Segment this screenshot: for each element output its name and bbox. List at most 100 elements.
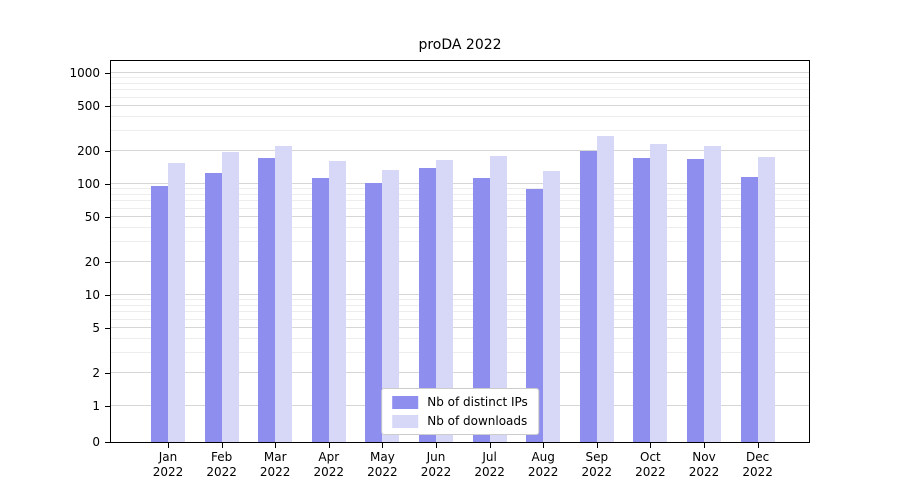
bar-downloads-nov	[704, 146, 721, 442]
bar-downloads-jul	[489, 155, 507, 442]
x-tick-year: 2022	[688, 465, 720, 479]
x-tick-year: 2022	[206, 465, 237, 479]
x-tick-month: Nov	[692, 450, 716, 464]
x-tick-month: Mar	[263, 450, 287, 464]
gridline-major	[111, 294, 809, 295]
x-tick-mark	[221, 443, 223, 448]
bar-downloads-may	[382, 169, 400, 442]
bar-distinct-ips-jul	[472, 178, 490, 442]
x-tick-label: Sep 2022	[567, 450, 627, 480]
gridline-minor	[111, 193, 809, 195]
x-tick-label: Mar 2022	[245, 450, 305, 480]
y-tick-mark	[105, 442, 110, 443]
gridline-minor	[111, 207, 809, 209]
y-tick-mark	[105, 106, 110, 108]
x-tick-month: Feb	[210, 450, 233, 464]
bar-distinct-ips-nov	[687, 159, 704, 442]
gridline-major	[111, 183, 809, 184]
x-tick-mark	[596, 443, 598, 448]
y-tick-mark	[105, 406, 110, 407]
gridline-minor	[111, 241, 809, 243]
bar-distinct-ips-apr	[311, 178, 329, 442]
y-tick-mark	[105, 372, 110, 374]
gridline-major	[111, 105, 809, 107]
legend-item-distinct-ips: Nb of distinct IPs	[392, 395, 528, 409]
y-tick-mark	[105, 73, 110, 74]
gridline-minor	[111, 227, 809, 229]
x-tick-year: 2022	[152, 465, 184, 479]
x-tick-label: Jun 2022	[406, 450, 466, 480]
y-tick-label: 500	[77, 99, 100, 114]
y-tick-label: 10	[84, 288, 100, 302]
bar-distinct-ips-feb	[204, 173, 222, 442]
x-tick-mark	[543, 443, 545, 448]
bar-downloads-feb	[221, 151, 239, 442]
x-tick-mark	[704, 443, 705, 448]
gridline-major	[111, 72, 809, 73]
x-tick-label: Feb 2022	[192, 450, 252, 480]
x-tick-label: Dec 2022	[728, 450, 788, 480]
x-tick-year: 2022	[474, 465, 505, 479]
x-tick-year: 2022	[635, 465, 666, 479]
y-tick-mark	[105, 150, 110, 152]
x-tick-month: Oct	[640, 450, 661, 464]
x-tick-month: May	[369, 450, 395, 464]
y-tick-label: 1	[92, 399, 100, 413]
y-tick-label: 200	[77, 143, 100, 158]
gridline-minor	[111, 116, 809, 118]
y-tick-mark	[105, 295, 110, 296]
legend: Nb of distinct IPs Nb of downloads	[381, 388, 539, 435]
legend-label-distinct-ips: Nb of distinct IPs	[427, 395, 528, 409]
x-tick-year: 2022	[742, 465, 773, 479]
bar-distinct-ips-aug	[526, 189, 544, 442]
x-tick-year: 2022	[313, 465, 345, 479]
gridline-minor	[111, 77, 809, 79]
gridline-minor	[111, 200, 809, 202]
bar-distinct-ips-jan	[151, 186, 168, 442]
legend-swatch-distinct-ips	[392, 395, 419, 409]
y-tick-label: 20	[84, 254, 100, 269]
gridline-minor	[111, 299, 809, 301]
x-tick-month: Jul	[482, 450, 497, 464]
y-tick-mark	[105, 328, 110, 330]
y-tick-mark	[105, 217, 110, 219]
bar-downloads-aug	[543, 171, 561, 442]
gridline-major	[111, 149, 809, 151]
x-tick-label: Nov 2022	[674, 450, 734, 480]
y-tick-label: 100	[77, 177, 100, 191]
x-tick-mark	[328, 443, 330, 448]
x-tick-mark	[382, 443, 384, 448]
y-tick-mark	[105, 184, 110, 185]
bar-downloads-dec	[757, 157, 775, 442]
legend-label-downloads: Nb of downloads	[427, 414, 528, 428]
x-tick-month: Dec	[745, 450, 770, 464]
gridline-minor	[111, 318, 809, 320]
gridline-major	[111, 260, 809, 262]
bar-downloads-oct	[650, 143, 668, 442]
x-tick-year: 2022	[527, 465, 559, 479]
x-tick-mark	[436, 443, 437, 448]
x-tick-label: Oct 2022	[620, 450, 680, 480]
x-tick-mark	[275, 443, 277, 448]
x-tick-mark	[757, 443, 759, 448]
x-tick-year: 2022	[420, 465, 452, 479]
legend-swatch-downloads	[392, 414, 419, 428]
x-tick-month: Jun	[426, 450, 446, 464]
bar-downloads-mar	[275, 146, 293, 442]
y-tick-label: 0	[92, 435, 100, 449]
bar-distinct-ips-mar	[258, 158, 276, 442]
gridline-major	[111, 371, 809, 373]
x-tick-mark	[650, 443, 652, 448]
bar-distinct-ips-dec	[740, 177, 758, 442]
x-tick-month: Jan	[158, 450, 178, 464]
bar-downloads-apr	[328, 161, 346, 442]
x-tick-month: Aug	[531, 450, 555, 464]
gridline-minor	[111, 82, 809, 84]
gridline-minor	[111, 89, 809, 91]
x-tick-month: Sep	[585, 450, 609, 464]
x-tick-year: 2022	[259, 465, 291, 479]
bar-distinct-ips-jun	[419, 167, 436, 442]
x-tick-label: Jan 2022	[138, 450, 198, 480]
chart-title: proDA 2022	[418, 37, 502, 53]
y-tick-mark	[105, 261, 110, 263]
